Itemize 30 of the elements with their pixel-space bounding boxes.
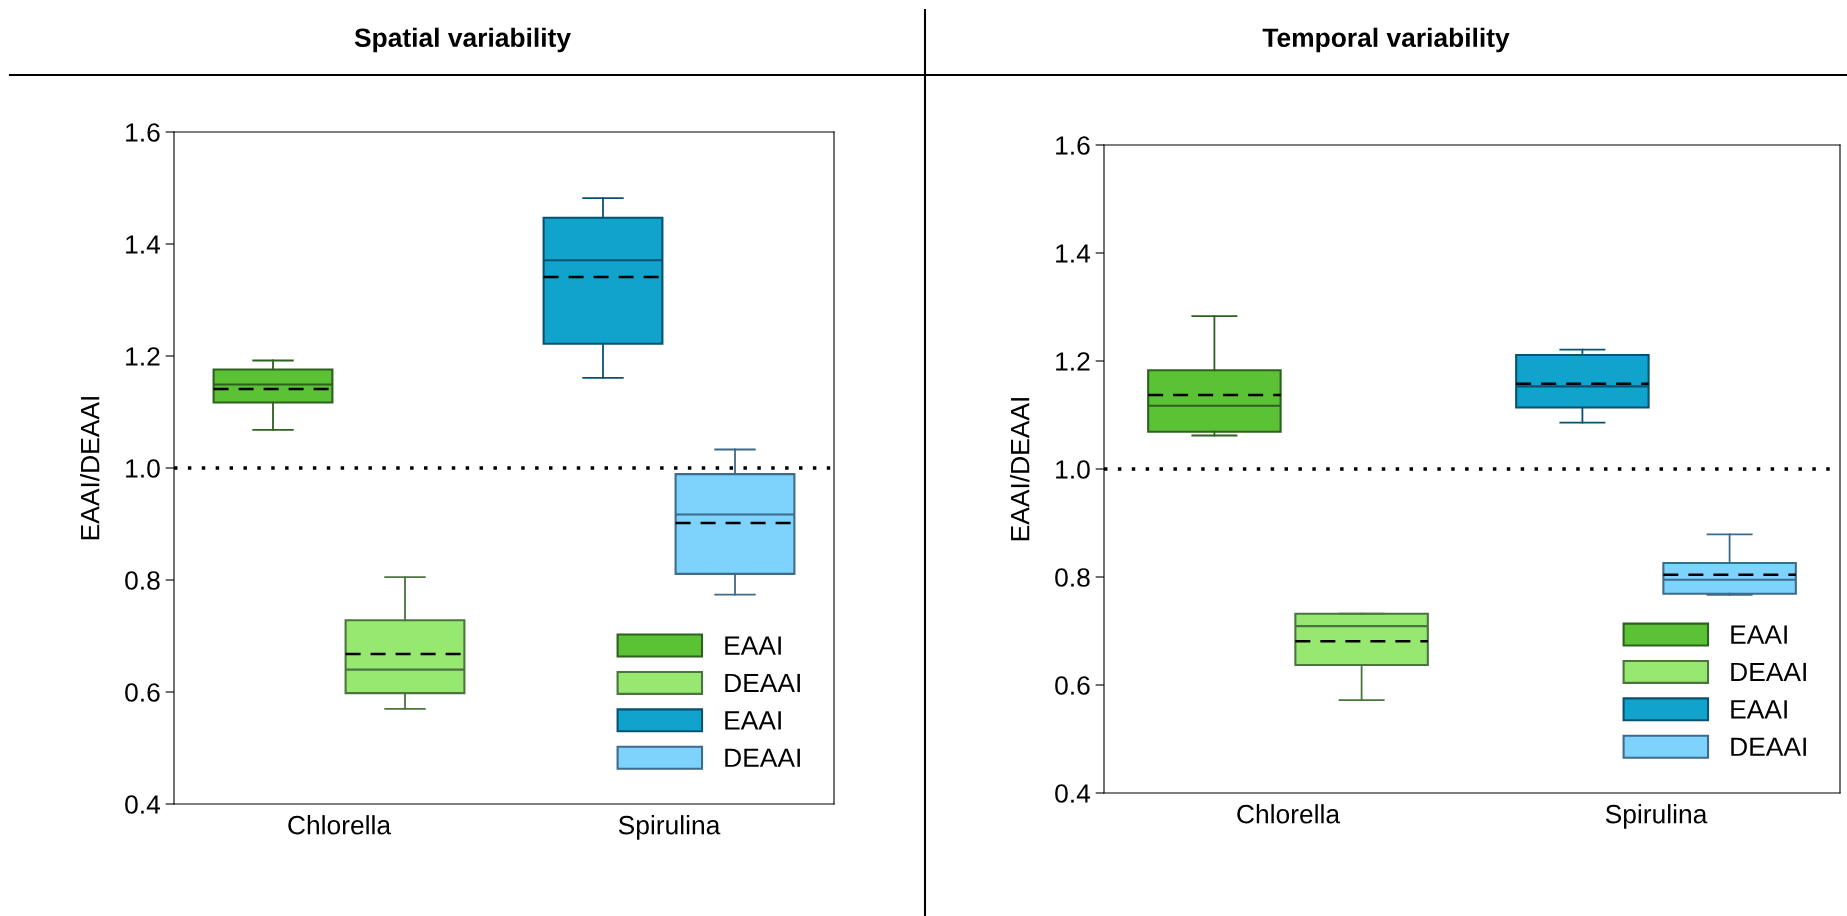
- legend-label: EAAI: [725, 636, 781, 655]
- x-tick-label: Chlorella: [1237, 804, 1341, 824]
- y-axis-title: EAAI/DEAAI: [80, 397, 100, 540]
- y-tick-label: 1.0: [1056, 460, 1090, 479]
- chart-title: Spatial variability: [354, 27, 571, 53]
- legend-label: DEAAI: [725, 673, 800, 693]
- y-tick-label: 1.6: [126, 123, 160, 142]
- legend-label: DEAAI: [1731, 662, 1806, 682]
- y-tick-label: 1.0: [126, 459, 160, 478]
- y-tick-label: 1.6: [1056, 136, 1090, 155]
- y-tick-label: 1.4: [126, 235, 161, 254]
- y-tick-label: 0.4: [1055, 784, 1091, 803]
- x-tick-label: Spirulina: [618, 815, 721, 840]
- legend-label: EAAI: [1731, 625, 1787, 644]
- legend-label: EAAI: [725, 711, 781, 730]
- y-axis-title: EAAI/DEAAI: [1010, 398, 1030, 541]
- y-tick-label: 0.8: [1055, 568, 1090, 587]
- legend-label: DEAAI: [725, 748, 800, 767]
- y-tick-label: 0.8: [125, 571, 160, 590]
- x-tick-label: Chlorella: [288, 815, 392, 835]
- y-tick-label: 0.6: [1055, 676, 1090, 695]
- legend-label: DEAAI: [1731, 737, 1806, 756]
- chart-title: Temporal variability: [1262, 27, 1510, 53]
- y-tick-label: 0.6: [125, 683, 160, 702]
- legend-label: EAAI: [1731, 700, 1787, 719]
- x-tick-label: Spirulina: [1605, 804, 1708, 829]
- y-tick-label: 1.2: [1056, 352, 1090, 371]
- y-tick-label: 1.4: [1056, 244, 1091, 263]
- y-tick-label: 0.4: [125, 795, 161, 814]
- y-tick-label: 1.2: [126, 347, 160, 366]
